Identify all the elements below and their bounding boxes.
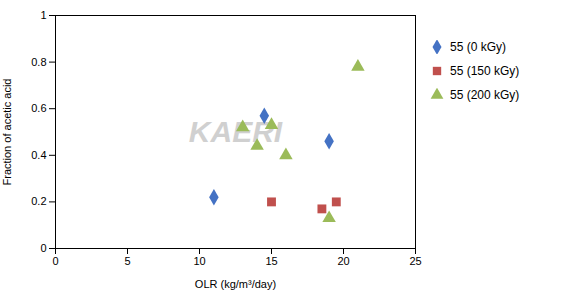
svg-text:0.8: 0.8 bbox=[31, 56, 46, 68]
html-text:55 (200 kGy): 55 (200 kGy) bbox=[450, 88, 520, 102]
svg-text:0: 0 bbox=[52, 255, 58, 267]
svg-text:Fraction of acetic acid: Fraction of acetic acid bbox=[1, 79, 13, 186]
svg-text:20: 20 bbox=[337, 255, 349, 267]
html-text:55 (0 kGy): 55 (0 kGy) bbox=[450, 40, 506, 54]
svg-text:25: 25 bbox=[409, 255, 421, 267]
html-text:55 (150 kGy): 55 (150 kGy) bbox=[450, 64, 520, 78]
svg-text:1: 1 bbox=[40, 9, 46, 21]
svg-text:10: 10 bbox=[193, 255, 205, 267]
svg-text:OLR (kg/m³/day): OLR (kg/m³/day) bbox=[195, 278, 276, 290]
svg-text:0.2: 0.2 bbox=[31, 195, 46, 207]
svg-text:15: 15 bbox=[265, 255, 277, 267]
svg-text:0.6: 0.6 bbox=[31, 102, 46, 114]
svg-text:5: 5 bbox=[124, 255, 130, 267]
svg-text:KAERI: KAERI bbox=[189, 115, 283, 148]
svg-text:0: 0 bbox=[40, 242, 46, 254]
svg-text:0.4: 0.4 bbox=[31, 149, 46, 161]
